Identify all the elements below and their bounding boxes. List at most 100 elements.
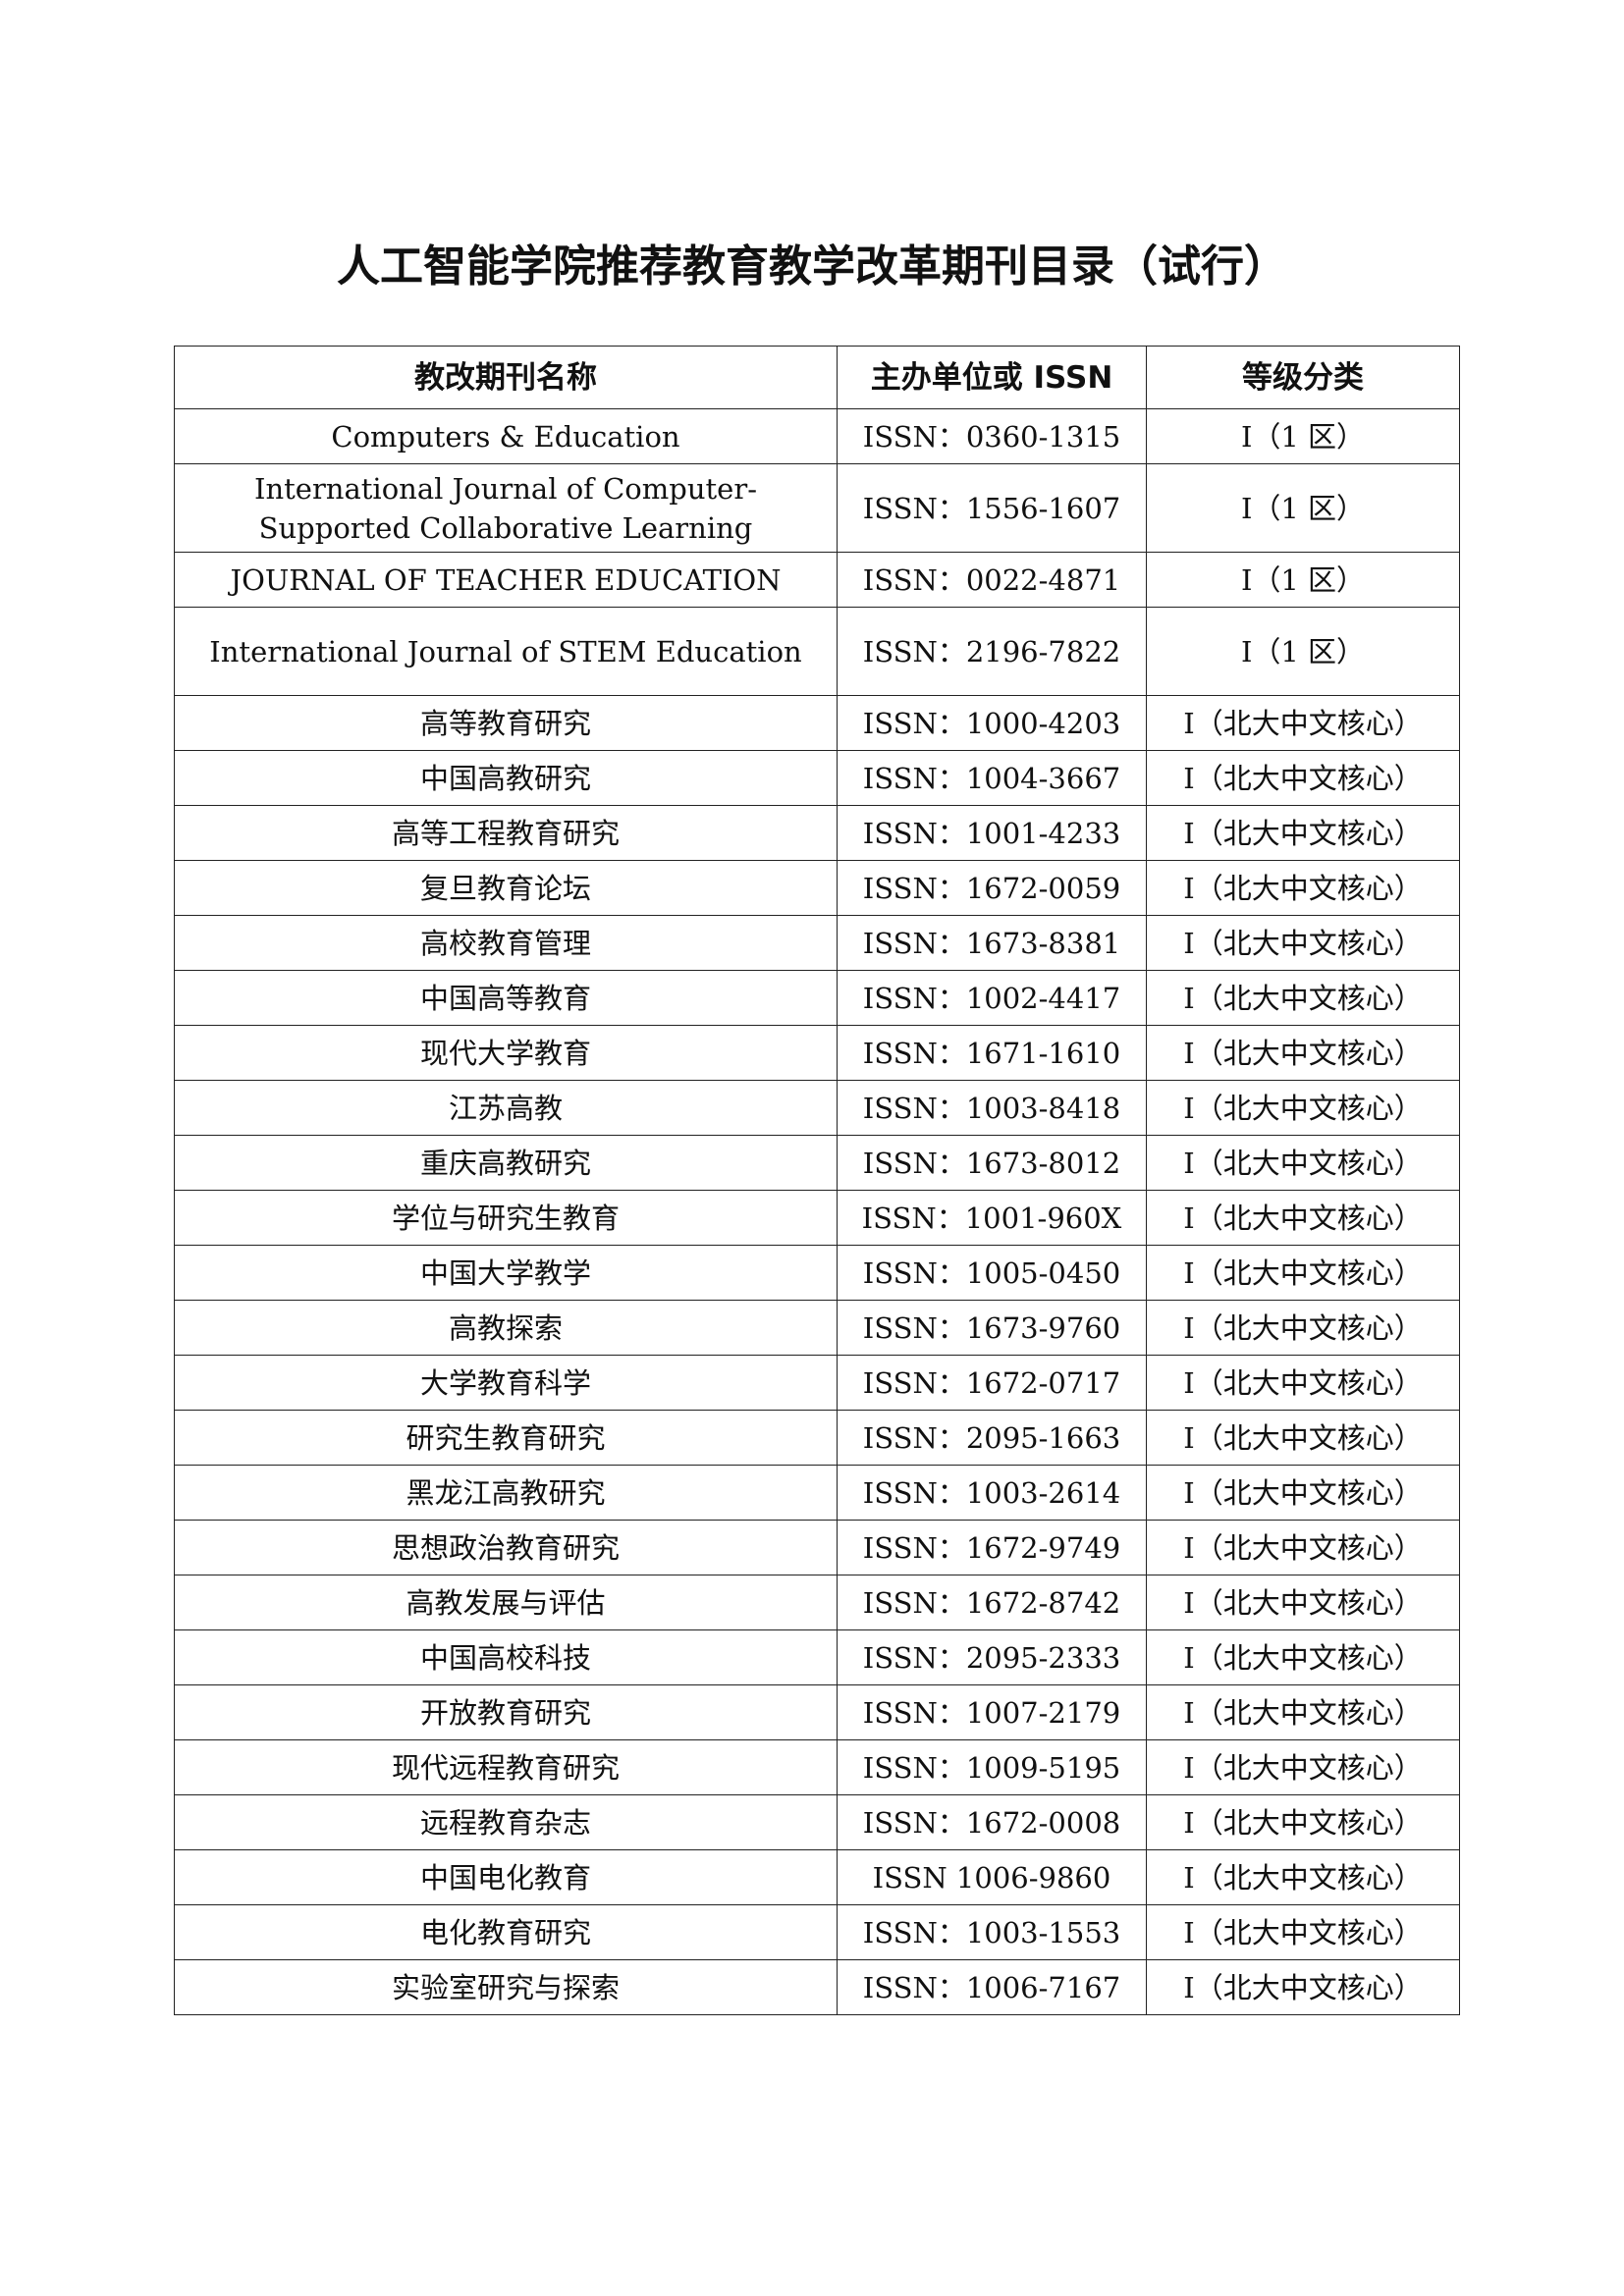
grade-cell: I（北大中文核心） (1146, 1794, 1460, 1850)
table-row: 大学教育科学 ISSN：1672-0717 I（北大中文核心） (174, 1355, 1460, 1411)
table-row: 中国电化教育 ISSN 1006-9860 I（北大中文核心） (174, 1849, 1460, 1905)
journal-name-cell: 学位与研究生教育 (174, 1190, 838, 1246)
grade-cell: I（北大中文核心） (1146, 1355, 1460, 1411)
grade-cell: I（1 区） (1146, 408, 1460, 464)
table-row: Computers & Education ISSN：0360-1315 I（1 区… (174, 408, 1460, 464)
issn-cell: ISSN：1003-1553 (837, 1904, 1147, 1960)
table-row: 复旦教育论坛 ISSN：1672-0059 I（北大中文核心） (174, 860, 1460, 916)
issn-cell: ISSN：1002-4417 (837, 970, 1147, 1026)
issn-cell: ISSN：1672-0008 (837, 1794, 1147, 1850)
table-header-row: 教改期刊名称 主办单位或 ISSN 等级分类 (174, 346, 1460, 409)
journal-name-cell: 中国电化教育 (174, 1849, 838, 1905)
grade-cell: I（北大中文核心） (1146, 915, 1460, 971)
table-row: 黑龙江高教研究 ISSN：1003-2614 I（北大中文核心） (174, 1465, 1460, 1521)
journal-name-cell: International Journal of Computer-Suppor… (174, 463, 838, 553)
journal-name-cell: 中国高教研究 (174, 750, 838, 806)
issn-cell: ISSN：1001-4233 (837, 805, 1147, 861)
journal-name-cell: 黑龙江高教研究 (174, 1465, 838, 1521)
issn-cell: ISSN：2095-2333 (837, 1629, 1147, 1685)
table-row: 电化教育研究 ISSN：1003-1553 I（北大中文核心） (174, 1904, 1460, 1960)
issn-cell: ISSN：1001-960X (837, 1190, 1147, 1246)
issn-cell: ISSN：1007-2179 (837, 1684, 1147, 1740)
grade-cell: I（1 区） (1146, 463, 1460, 553)
issn-cell: ISSN：1671-1610 (837, 1025, 1147, 1081)
grade-cell: I（北大中文核心） (1146, 1520, 1460, 1575)
journal-name-cell: 中国高等教育 (174, 970, 838, 1026)
journal-name-cell: 中国大学教学 (174, 1245, 838, 1301)
issn-cell: ISSN：1673-8012 (837, 1135, 1147, 1191)
grade-cell: I（北大中文核心） (1146, 1959, 1460, 2015)
grade-cell: I（1 区） (1146, 552, 1460, 608)
journal-name-cell: 现代大学教育 (174, 1025, 838, 1081)
issn-cell: ISSN：1556-1607 (837, 463, 1147, 553)
journal-name-cell: 开放教育研究 (174, 1684, 838, 1740)
table-row: 远程教育杂志 ISSN：1672-0008 I（北大中文核心） (174, 1794, 1460, 1850)
journal-name-cell: 中国高校科技 (174, 1629, 838, 1685)
table-row: 高教发展与评估 ISSN：1672-8742 I（北大中文核心） (174, 1575, 1460, 1630)
issn-cell: ISSN：1009-5195 (837, 1739, 1147, 1795)
grade-cell: I（北大中文核心） (1146, 695, 1460, 751)
grade-cell: I（北大中文核心） (1146, 1190, 1460, 1246)
header-journal-name: 教改期刊名称 (174, 346, 838, 409)
issn-cell: ISSN：2196-7822 (837, 607, 1147, 696)
table-row: 高等工程教育研究 ISSN：1001-4233 I（北大中文核心） (174, 805, 1460, 861)
table-row: 实验室研究与探索 ISSN：1006-7167 I（北大中文核心） (174, 1959, 1460, 2015)
page-title: 人工智能学院推荐教育教学改革期刊目录（试行） (337, 241, 1287, 292)
journal-name-cell: 复旦教育论坛 (174, 860, 838, 916)
issn-cell: ISSN：1673-8381 (837, 915, 1147, 971)
grade-cell: I（北大中文核心） (1146, 1904, 1460, 1960)
journal-name-cell: Computers & Education (174, 408, 838, 464)
table-row: 中国高等教育 ISSN：1002-4417 I（北大中文核心） (174, 970, 1460, 1026)
table-row: 江苏高教 ISSN：1003-8418 I（北大中文核心） (174, 1080, 1460, 1136)
grade-cell: I（北大中文核心） (1146, 1739, 1460, 1795)
table-row: 现代远程教育研究 ISSN：1009-5195 I（北大中文核心） (174, 1739, 1460, 1795)
grade-cell: I（北大中文核心） (1146, 1300, 1460, 1356)
journal-name-cell: 重庆高教研究 (174, 1135, 838, 1191)
issn-cell: ISSN：0360-1315 (837, 408, 1147, 464)
grade-cell: I（北大中文核心） (1146, 750, 1460, 806)
issn-cell: ISSN：1003-2614 (837, 1465, 1147, 1521)
issn-cell: ISSN：1672-9749 (837, 1520, 1147, 1575)
header-grade: 等级分类 (1146, 346, 1460, 409)
table-row: 中国高校科技 ISSN：2095-2333 I（北大中文核心） (174, 1629, 1460, 1685)
table-row: 高等教育研究 ISSN：1000-4203 I（北大中文核心） (174, 695, 1460, 751)
table-row: 中国高教研究 ISSN：1004-3667 I（北大中文核心） (174, 750, 1460, 806)
issn-cell: ISSN：1672-0059 (837, 860, 1147, 916)
grade-cell: I（北大中文核心） (1146, 1135, 1460, 1191)
issn-cell: ISSN：1673-9760 (837, 1300, 1147, 1356)
journal-name-cell: 江苏高教 (174, 1080, 838, 1136)
journal-name-cell: 高等工程教育研究 (174, 805, 838, 861)
table-row: International Journal of Computer-Suppor… (174, 463, 1460, 553)
table-row: 现代大学教育 ISSN：1671-1610 I（北大中文核心） (174, 1025, 1460, 1081)
table-row: 高校教育管理 ISSN：1673-8381 I（北大中文核心） (174, 915, 1460, 971)
grade-cell: I（北大中文核心） (1146, 1080, 1460, 1136)
grade-cell: I（北大中文核心） (1146, 1025, 1460, 1081)
issn-cell: ISSN：1005-0450 (837, 1245, 1147, 1301)
journal-name-cell: 高校教育管理 (174, 915, 838, 971)
journal-name-cell: 实验室研究与探索 (174, 1959, 838, 2015)
grade-cell: I（北大中文核心） (1146, 860, 1460, 916)
journal-name-cell: 大学教育科学 (174, 1355, 838, 1411)
grade-cell: I（北大中文核心） (1146, 1849, 1460, 1905)
header-issn: 主办单位或 ISSN (837, 346, 1147, 409)
issn-cell: ISSN：1004-3667 (837, 750, 1147, 806)
table-row: 中国大学教学 ISSN：1005-0450 I（北大中文核心） (174, 1245, 1460, 1301)
grade-cell: I（北大中文核心） (1146, 1245, 1460, 1301)
table-row: 思想政治教育研究 ISSN：1672-9749 I（北大中文核心） (174, 1520, 1460, 1575)
journal-name-cell: International Journal of STEM Education (174, 607, 838, 696)
journal-name-cell: 高教探索 (174, 1300, 838, 1356)
grade-cell: I（北大中文核心） (1146, 1575, 1460, 1630)
issn-cell: ISSN 1006-9860 (837, 1849, 1147, 1905)
grade-cell: I（北大中文核心） (1146, 1410, 1460, 1466)
issn-cell: ISSN：1672-8742 (837, 1575, 1147, 1630)
table-row: JOURNAL OF TEACHER EDUCATION ISSN：0022-48… (174, 552, 1460, 608)
grade-cell: I（北大中文核心） (1146, 970, 1460, 1026)
grade-cell: I（北大中文核心） (1146, 1629, 1460, 1685)
journal-name-cell: 电化教育研究 (174, 1904, 838, 1960)
journal-name-cell: 远程教育杂志 (174, 1794, 838, 1850)
grade-cell: I（1 区） (1146, 607, 1460, 696)
issn-cell: ISSN：1006-7167 (837, 1959, 1147, 2015)
journal-name-cell: 研究生教育研究 (174, 1410, 838, 1466)
issn-cell: ISSN：1003-8418 (837, 1080, 1147, 1136)
journal-name-cell: JOURNAL OF TEACHER EDUCATION (174, 552, 838, 608)
